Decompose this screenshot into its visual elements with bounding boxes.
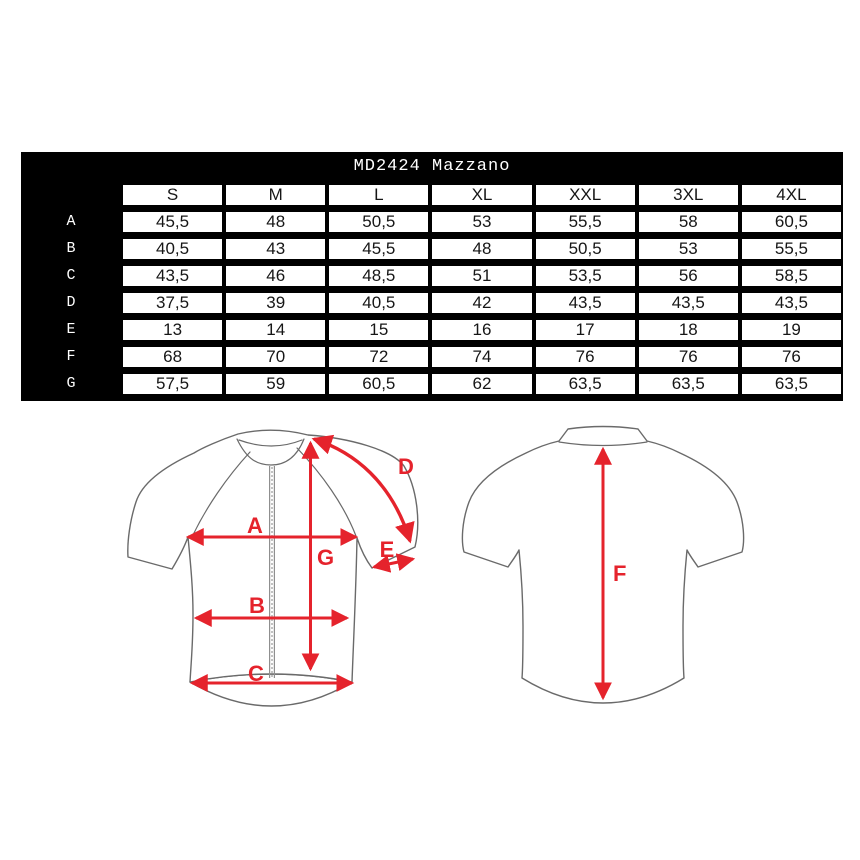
size-column-header: M [224, 183, 328, 207]
size-table-row: F 68 70 72 74 76 76 76 [21, 345, 843, 369]
size-value-cell: 15 [327, 318, 431, 342]
size-table-row: B 40,5 43 45,5 48 50,5 53 55,5 [21, 237, 843, 261]
size-column-header: XXL [533, 183, 637, 207]
size-value-cell: 14 [224, 318, 328, 342]
front-collar-inner [238, 439, 303, 447]
size-value-cell: 63,5 [636, 372, 740, 396]
measurement-row-label: C [66, 267, 76, 284]
back-collar-band [558, 441, 648, 447]
size-chart-panel: MD2424 Mazzano S M L XL XXL 3XL 4XL A 45,5 48 50,… [21, 152, 843, 401]
size-value-cell: 16 [430, 318, 534, 342]
size-column-header: 4XL [739, 183, 843, 207]
size-value-cell: 43,5 [533, 291, 637, 315]
size-value-cell: 53 [430, 210, 534, 234]
size-value-cell: 58 [636, 210, 740, 234]
measurement-row-label: G [66, 375, 76, 392]
front-left-raglan-seam [192, 451, 251, 536]
size-value-cell: 57,5 [121, 372, 225, 396]
size-value-cell: 40,5 [327, 291, 431, 315]
size-value-cell: 55,5 [533, 210, 637, 234]
size-value-cell: 13 [121, 318, 225, 342]
size-value-cell: 43,5 [739, 291, 843, 315]
jersey-back-diagram: F [461, 425, 745, 704]
size-value-cell: 62 [430, 372, 534, 396]
measurement-row-label: A [66, 213, 76, 230]
front-neck-opening [236, 438, 305, 466]
size-value-cell: 60,5 [327, 372, 431, 396]
size-value-cell: 50,5 [533, 237, 637, 261]
size-value-cell: 43,5 [121, 264, 225, 288]
size-value-cell: 72 [327, 345, 431, 369]
measure-label-g: G [317, 545, 334, 570]
size-value-cell: 50,5 [327, 210, 431, 234]
size-value-cell: 63,5 [739, 372, 843, 396]
size-value-cell: 43 [224, 237, 328, 261]
size-table: S M L XL XXL 3XL 4XL A 45,5 48 50,5 53 55,5 58 60,5 B 4… [21, 180, 843, 399]
size-value-cell: 59 [224, 372, 328, 396]
size-table-row: C 43,5 46 48,5 51 53,5 56 58,5 [21, 264, 843, 288]
corner-cell [21, 183, 121, 207]
size-value-cell: 19 [739, 318, 843, 342]
jersey-front-diagram: A B C D E G [127, 429, 419, 707]
measure-label-f: F [613, 561, 626, 586]
size-value-cell: 48 [430, 237, 534, 261]
size-value-cell: 58,5 [739, 264, 843, 288]
size-value-cell: 55,5 [739, 237, 843, 261]
measure-label-d: D [398, 454, 414, 479]
size-table-row: E 13 14 15 16 17 18 19 [21, 318, 843, 342]
size-value-cell: 46 [224, 264, 328, 288]
front-body-outline [127, 429, 419, 683]
size-column-header: L [327, 183, 431, 207]
size-value-cell: 76 [636, 345, 740, 369]
size-value-cell: 48 [224, 210, 328, 234]
measurement-row-label: F [66, 348, 76, 365]
measure-label-e: E [380, 537, 395, 562]
size-value-cell: 76 [533, 345, 637, 369]
size-value-cell: 37,5 [121, 291, 225, 315]
size-header-row: S M L XL XXL 3XL 4XL [21, 183, 843, 207]
size-value-cell: 63,5 [533, 372, 637, 396]
measure-label-a: A [247, 513, 263, 538]
size-value-cell: 53,5 [533, 264, 637, 288]
size-value-cell: 70 [224, 345, 328, 369]
measure-arrow-e [371, 553, 416, 573]
measure-arrow-d [311, 434, 415, 544]
size-table-row: D 37,5 39 40,5 42 43,5 43,5 43,5 [21, 291, 843, 315]
size-value-cell: 60,5 [739, 210, 843, 234]
size-value-cell: 56 [636, 264, 740, 288]
size-value-cell: 48,5 [327, 264, 431, 288]
size-value-cell: 74 [430, 345, 534, 369]
size-table-body: A 45,5 48 50,5 53 55,5 58 60,5 B 40,5 43 45,5 48 50,5… [21, 210, 843, 396]
size-value-cell: 43,5 [636, 291, 740, 315]
size-table-head: S M L XL XXL 3XL 4XL [21, 183, 843, 207]
measure-label-b: B [249, 593, 265, 618]
measurement-row-label: E [66, 321, 76, 338]
measure-label-c: C [248, 661, 264, 686]
measurement-row-label: D [66, 294, 76, 311]
size-value-cell: 18 [636, 318, 740, 342]
chart-title: MD2424 Mazzano [353, 157, 511, 176]
size-column-header: XL [430, 183, 534, 207]
size-column-header: 3XL [636, 183, 740, 207]
size-value-cell: 42 [430, 291, 534, 315]
size-table-row: G 57,5 59 60,5 62 63,5 63,5 63,5 [21, 372, 843, 396]
jersey-measurement-diagram: A B C D E G F [127, 425, 745, 707]
size-value-cell: 53 [636, 237, 740, 261]
measurement-row-label: B [66, 240, 76, 257]
size-value-cell: 76 [739, 345, 843, 369]
size-column-header: S [121, 183, 225, 207]
size-value-cell: 45,5 [121, 210, 225, 234]
size-value-cell: 45,5 [327, 237, 431, 261]
size-value-cell: 40,5 [121, 237, 225, 261]
front-zipper [269, 466, 275, 678]
size-value-cell: 39 [224, 291, 328, 315]
size-value-cell: 68 [121, 345, 225, 369]
size-table-row: A 45,5 48 50,5 53 55,5 58 60,5 [21, 210, 843, 234]
front-hem [189, 673, 353, 707]
size-value-cell: 51 [430, 264, 534, 288]
size-value-cell: 17 [533, 318, 637, 342]
